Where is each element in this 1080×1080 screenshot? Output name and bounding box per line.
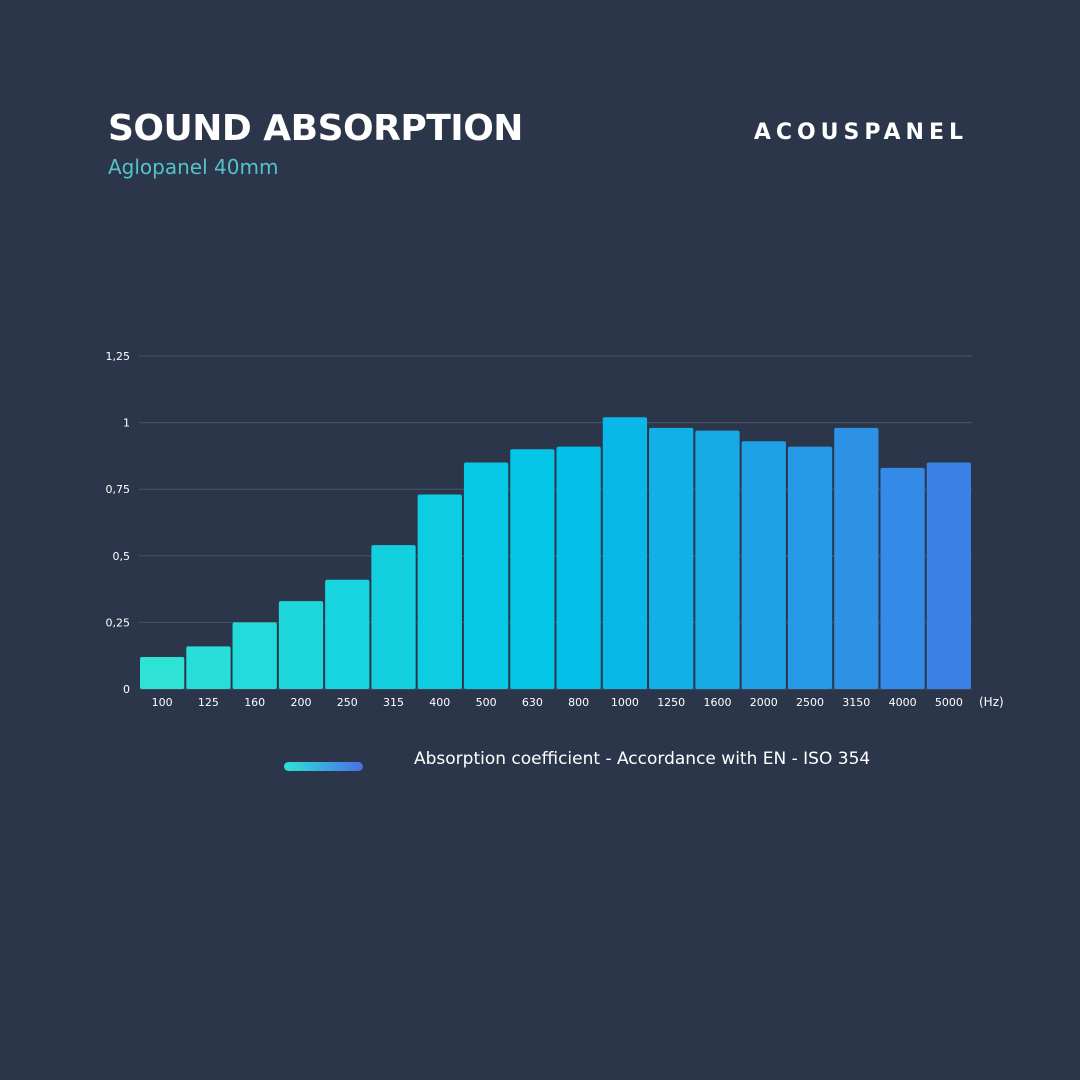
gridlines xyxy=(139,355,972,690)
y-tick-label: 1,25 xyxy=(106,350,131,363)
bar-630 xyxy=(510,449,555,689)
bar-100 xyxy=(140,657,185,689)
bar-800 xyxy=(556,446,601,689)
x-axis-ticks: 100 125 160 200 250 315 400 500 630 800 1000 1250 16… xyxy=(152,696,963,709)
x-tick-label: 2500 xyxy=(796,696,824,709)
x-tick-label: 315 xyxy=(383,696,404,709)
y-tick-label: 0,5 xyxy=(113,550,131,563)
y-tick-label: 0,75 xyxy=(106,483,131,496)
x-tick-label: 125 xyxy=(198,696,219,709)
brand-logo: ACOUSPANEL xyxy=(753,120,968,145)
y-tick-label: 0 xyxy=(123,683,130,696)
x-tick-label: 3150 xyxy=(842,696,870,709)
x-tick-label: 250 xyxy=(337,696,358,709)
x-tick-label: 4000 xyxy=(889,696,917,709)
bar-1250 xyxy=(649,427,694,689)
bar-315 xyxy=(371,545,416,689)
x-tick-label: 1600 xyxy=(703,696,731,709)
x-tick-label: 160 xyxy=(244,696,265,709)
bar-2500 xyxy=(787,446,833,689)
x-tick-label: 1000 xyxy=(611,696,639,709)
x-axis-unit: (Hz) xyxy=(979,695,1004,709)
x-tick-label: 5000 xyxy=(935,696,963,709)
x-tick-label: 800 xyxy=(568,696,589,709)
bar-2000 xyxy=(741,441,786,689)
bar-3150 xyxy=(834,427,879,689)
bar-1600 xyxy=(695,430,740,689)
x-tick-label: 100 xyxy=(152,696,173,709)
legend-label: Absorption coefficient - Accordance with… xyxy=(414,749,871,769)
bar-125 xyxy=(186,646,231,689)
bar-250 xyxy=(325,579,370,689)
bar-400 xyxy=(417,494,462,689)
chart-subtitle: Aglopanel 40mm xyxy=(108,155,279,179)
y-axis-ticks: 0 0,25 0,5 0,75 1 1,25 xyxy=(106,350,131,696)
y-tick-label: 1 xyxy=(123,417,130,430)
chart-title: SOUND ABSORPTION xyxy=(108,108,523,149)
bar-160 xyxy=(232,622,277,689)
bar-200 xyxy=(278,601,324,689)
x-tick-label: 2000 xyxy=(750,696,778,709)
x-tick-label: 630 xyxy=(522,696,543,709)
bar-5000 xyxy=(926,462,971,689)
x-tick-label: 200 xyxy=(290,696,311,709)
bar-4000 xyxy=(880,467,925,689)
y-tick-label: 0,25 xyxy=(106,616,131,629)
bar-500 xyxy=(463,462,509,689)
bar-1000 xyxy=(602,417,648,689)
x-tick-label: 1250 xyxy=(657,696,685,709)
bars xyxy=(140,417,971,689)
x-tick-label: 500 xyxy=(476,696,497,709)
legend-swatch xyxy=(284,762,363,771)
x-tick-label: 400 xyxy=(429,696,450,709)
